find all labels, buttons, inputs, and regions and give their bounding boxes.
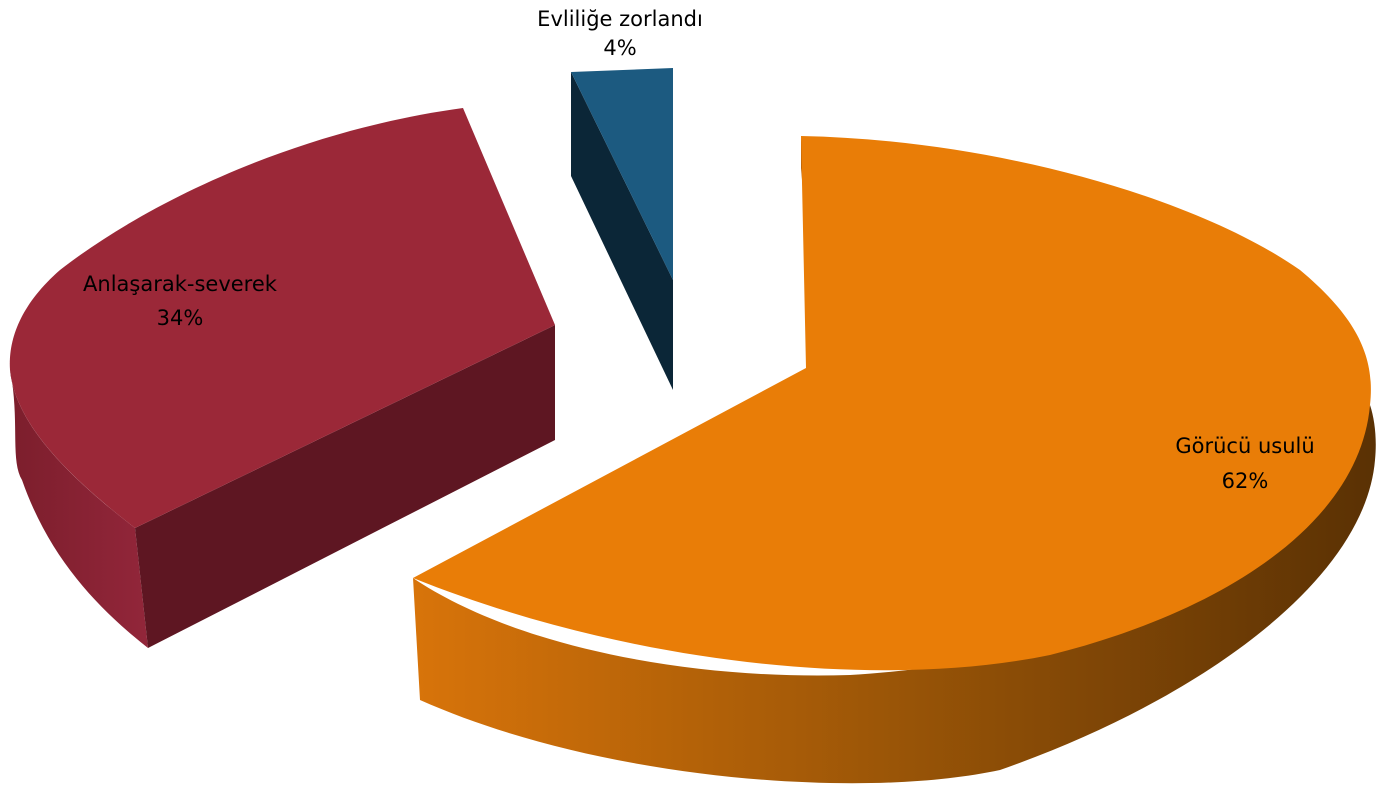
slice-anlasarak-severek-cut-side [135, 325, 555, 648]
slice-value-anlasarak-severek: 34% [157, 306, 204, 330]
slice-evlilige-zorlandi-side [571, 72, 673, 390]
slice-value-gorucu-usulu: 62% [1222, 469, 1269, 493]
slice-label-gorucu-usulu: Görücü usulü [1175, 434, 1314, 458]
slice-gorucu-usulu-outer-side [413, 405, 1376, 784]
slice-label-anlasarak-severek: Anlaşarak-severek [83, 272, 278, 296]
slice-evlilige-zorlandi [571, 68, 673, 390]
slice-value-evlilige-zorlandi: 4% [603, 36, 636, 60]
slice-gorucu-usulu-top [413, 136, 1371, 671]
slice-anlasarak-severek-top [9, 108, 555, 528]
slice-anlasarak-severek-outer-side [10, 370, 148, 648]
slice-anlasarak-severek [9, 108, 555, 648]
slice-label-evlilige-zorlandi: Evliliğe zorlandı [537, 7, 703, 31]
slice-gorucu-usulu [413, 136, 1376, 784]
slice-evlilige-zorlandi-top [571, 68, 673, 280]
